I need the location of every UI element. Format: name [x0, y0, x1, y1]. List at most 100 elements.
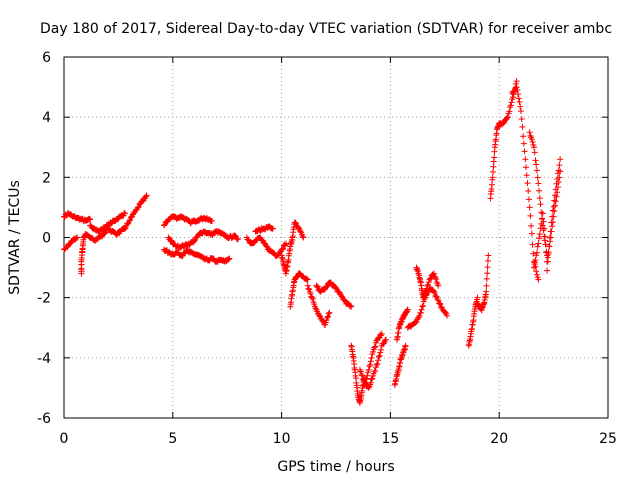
- data-point: [525, 196, 532, 203]
- data-point: [504, 114, 511, 121]
- data-point: [550, 203, 557, 210]
- data-point: [549, 207, 556, 214]
- data-point: [377, 331, 384, 338]
- data-point: [304, 282, 311, 289]
- data-point: [490, 163, 497, 170]
- data-point: [415, 314, 422, 321]
- data-point: [506, 108, 513, 115]
- data-point: [549, 223, 556, 230]
- data-point: [168, 237, 175, 244]
- data-point: [316, 312, 323, 319]
- data-point: [358, 371, 365, 378]
- data-point: [435, 282, 442, 289]
- data-point: [474, 294, 481, 301]
- data-point: [377, 349, 384, 356]
- data-point: [314, 283, 321, 290]
- data-point: [484, 257, 491, 264]
- y-tick-label: 6: [42, 50, 51, 66]
- data-point: [425, 279, 432, 286]
- data-point: [519, 123, 526, 130]
- data-point: [245, 236, 252, 243]
- data-point: [348, 303, 355, 310]
- data-point: [126, 217, 133, 224]
- data-point: [428, 275, 435, 282]
- data-point: [325, 313, 332, 320]
- data-point: [536, 187, 543, 194]
- data-point: [513, 84, 520, 91]
- data-point: [536, 195, 543, 202]
- data-point: [74, 234, 81, 241]
- data-point: [491, 154, 498, 161]
- data-point: [508, 99, 515, 106]
- data-point: [282, 240, 289, 247]
- data-point: [419, 303, 426, 310]
- data-point: [347, 302, 354, 309]
- data-point: [529, 138, 536, 145]
- data-point: [442, 309, 449, 316]
- data-point: [375, 335, 382, 342]
- data-point: [299, 233, 306, 240]
- data-point: [304, 276, 311, 283]
- data-point: [121, 209, 128, 216]
- data-point: [432, 292, 439, 299]
- data-point: [546, 243, 553, 250]
- data-point: [371, 344, 378, 351]
- data-point: [533, 161, 540, 168]
- data-point: [368, 355, 375, 362]
- data-point: [520, 140, 527, 147]
- data-point: [366, 363, 373, 370]
- data-point: [526, 129, 533, 136]
- data-point: [336, 289, 343, 296]
- data-point: [418, 306, 425, 313]
- data-point: [372, 368, 379, 375]
- data-point: [507, 102, 514, 109]
- data-point: [533, 268, 540, 275]
- data-point: [529, 241, 536, 248]
- data-point: [483, 288, 490, 295]
- data-point: [443, 312, 450, 319]
- data-point: [210, 255, 217, 262]
- data-point: [524, 180, 531, 187]
- data-point: [531, 144, 538, 151]
- data-point: [535, 180, 542, 187]
- data-point: [269, 225, 276, 232]
- data-point: [365, 384, 372, 391]
- data-point: [279, 246, 286, 253]
- data-point: [226, 255, 233, 262]
- data-point: [511, 88, 518, 95]
- data-point: [235, 236, 242, 243]
- data-point: [292, 219, 299, 226]
- data-point: [541, 233, 548, 240]
- y-axis-title: SDTVAR / TECUs: [7, 180, 23, 295]
- x-tick-label: 15: [381, 431, 399, 447]
- data-point: [362, 376, 369, 383]
- data-point: [101, 225, 108, 232]
- data-point: [432, 274, 439, 281]
- data-point: [367, 361, 374, 368]
- data-point: [362, 378, 369, 385]
- data-point: [364, 372, 371, 379]
- data-point: [295, 224, 302, 231]
- data-point: [404, 306, 411, 313]
- data-point: [208, 217, 215, 224]
- data-point: [383, 336, 390, 343]
- data-point: [484, 270, 491, 277]
- data-point: [134, 204, 141, 211]
- data-point: [430, 270, 437, 277]
- data-point: [534, 174, 541, 181]
- data-point: [280, 245, 287, 252]
- data-point: [437, 301, 444, 308]
- data-point: [363, 375, 370, 382]
- data-point: [509, 94, 516, 101]
- data-point: [435, 297, 442, 304]
- data-point: [121, 210, 128, 217]
- data-point: [423, 285, 430, 292]
- data-point: [143, 192, 150, 199]
- data-point: [521, 148, 528, 155]
- data-point: [532, 157, 539, 164]
- data-point: [500, 120, 507, 127]
- data-point: [86, 215, 93, 222]
- data-point: [324, 283, 331, 290]
- data-point: [367, 358, 374, 365]
- data-point: [528, 230, 535, 237]
